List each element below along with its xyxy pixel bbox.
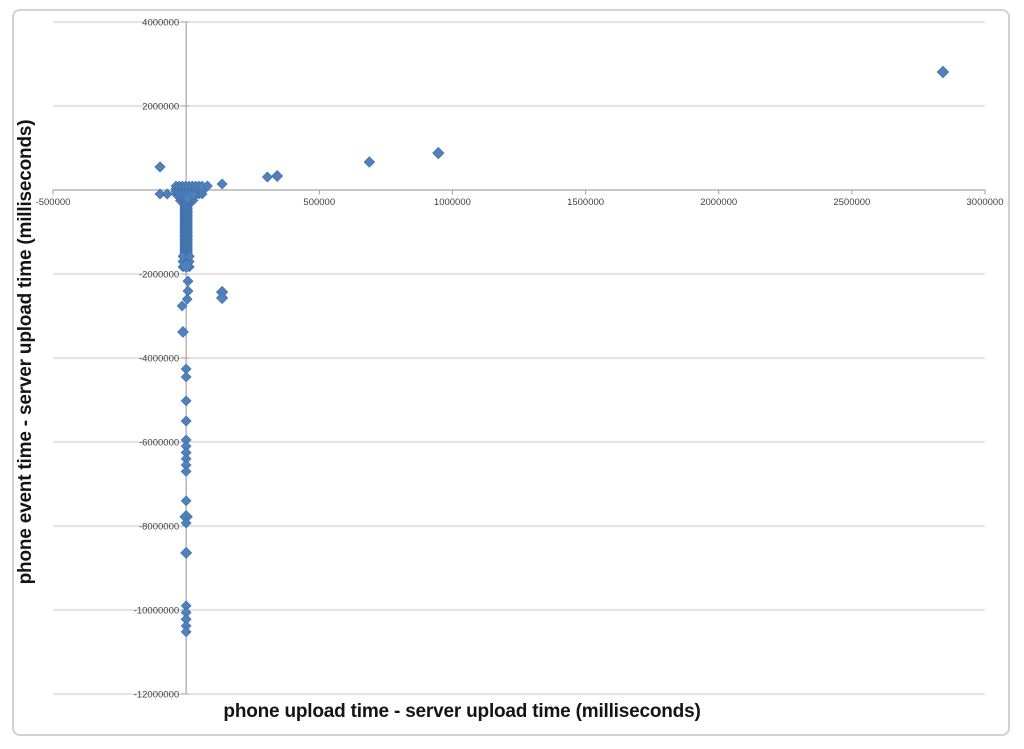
y-axis-title: phone event time - server upload time (m… bbox=[15, 119, 36, 585]
data-point-cluster-origin-taper bbox=[187, 189, 199, 200]
chart-frame-border bbox=[12, 9, 1010, 736]
data-point bbox=[363, 156, 375, 168]
x-tick-label: 2000000 bbox=[700, 197, 737, 208]
data-point bbox=[936, 65, 949, 79]
data-point bbox=[181, 293, 193, 305]
y-tick-label: -6000000 bbox=[139, 437, 179, 448]
y-tick-label: -10000000 bbox=[134, 605, 179, 616]
data-point bbox=[154, 188, 166, 200]
data-point bbox=[179, 259, 193, 273]
data-point bbox=[176, 300, 188, 312]
data-point-cluster-zero-column bbox=[182, 193, 193, 204]
x-tick-label: -500000 bbox=[36, 197, 71, 208]
data-point bbox=[271, 170, 284, 182]
x-tick-label: 2500000 bbox=[833, 197, 870, 208]
data-point bbox=[262, 171, 273, 183]
data-point bbox=[161, 188, 173, 200]
data-point bbox=[182, 285, 194, 297]
data-point bbox=[180, 547, 192, 559]
y-tick-label: -4000000 bbox=[139, 353, 179, 364]
data-point bbox=[180, 371, 192, 383]
y-tick-label: -2000000 bbox=[139, 269, 179, 280]
data-point bbox=[180, 626, 192, 638]
data-point bbox=[180, 495, 192, 507]
data-point bbox=[216, 178, 228, 190]
x-tick-label: 1000000 bbox=[434, 197, 471, 208]
x-axis-title: phone upload time - server upload time (… bbox=[223, 701, 701, 722]
data-point bbox=[182, 275, 194, 287]
data-point-cluster-column-bulge bbox=[184, 251, 195, 262]
y-tick-label: -8000000 bbox=[139, 521, 179, 532]
x-tick-label: 3000000 bbox=[967, 197, 1004, 208]
data-point bbox=[177, 326, 189, 338]
data-point bbox=[216, 291, 229, 304]
x-tick-label: 500000 bbox=[303, 197, 335, 208]
data-point bbox=[154, 161, 166, 173]
data-point bbox=[180, 415, 192, 427]
data-point bbox=[432, 146, 445, 160]
data-point bbox=[180, 517, 192, 529]
x-tick-label: 1500000 bbox=[567, 197, 604, 208]
data-point bbox=[202, 180, 213, 192]
y-tick-label: 2000000 bbox=[142, 101, 179, 112]
y-tick-label: -12000000 bbox=[134, 689, 179, 700]
data-point bbox=[180, 395, 192, 407]
data-point bbox=[180, 466, 192, 477]
y-tick-label: 4000000 bbox=[142, 17, 179, 28]
